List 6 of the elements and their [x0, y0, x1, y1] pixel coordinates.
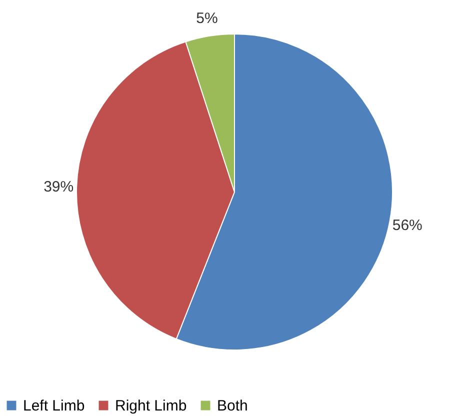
data-label: 39%: [44, 178, 74, 196]
legend-label: Right Limb: [115, 398, 187, 415]
legend-label: Left Limb: [23, 398, 85, 415]
data-label: 56%: [392, 216, 422, 234]
data-label: 5%: [196, 10, 218, 28]
legend-label: Both: [217, 398, 248, 415]
